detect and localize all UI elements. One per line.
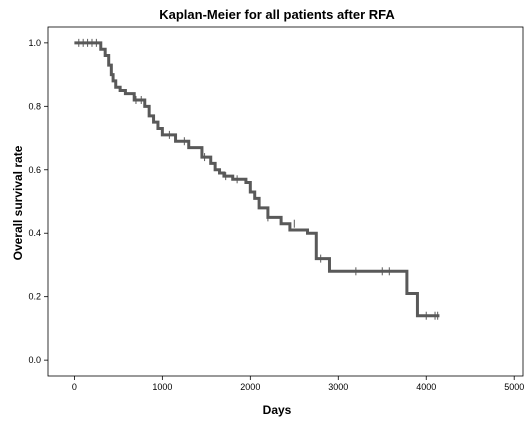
- x-axis-label: Days: [263, 403, 292, 417]
- y-tick-label: 0.0: [28, 355, 41, 365]
- x-tick-label: 3000: [328, 382, 348, 392]
- x-tick-label: 4000: [416, 382, 436, 392]
- plot-frame: [47, 26, 524, 377]
- series-layer: [74, 38, 440, 320]
- x-tick-label: 1000: [152, 382, 172, 392]
- y-tick-label: 0.2: [28, 292, 41, 302]
- y-axis: 0.0 0.2 0.4 0.6 0.8 1.0: [28, 38, 48, 365]
- y-tick-label: 1.0: [28, 38, 41, 48]
- x-tick-label: 2000: [240, 382, 260, 392]
- x-tick-label: 0: [72, 382, 77, 392]
- x-axis: 0 1000 2000 3000 4000 5000: [72, 376, 524, 392]
- y-axis-label: Overall survival rate: [11, 145, 25, 260]
- chart-title: Kaplan-Meier for all patients after RFA: [159, 7, 395, 22]
- y-tick-label: 0.8: [28, 101, 41, 111]
- y-tick-label: 0.4: [28, 228, 41, 238]
- survival-curve: [74, 41, 440, 318]
- y-tick-label: 0.6: [28, 165, 41, 175]
- x-tick-label: 5000: [504, 382, 524, 392]
